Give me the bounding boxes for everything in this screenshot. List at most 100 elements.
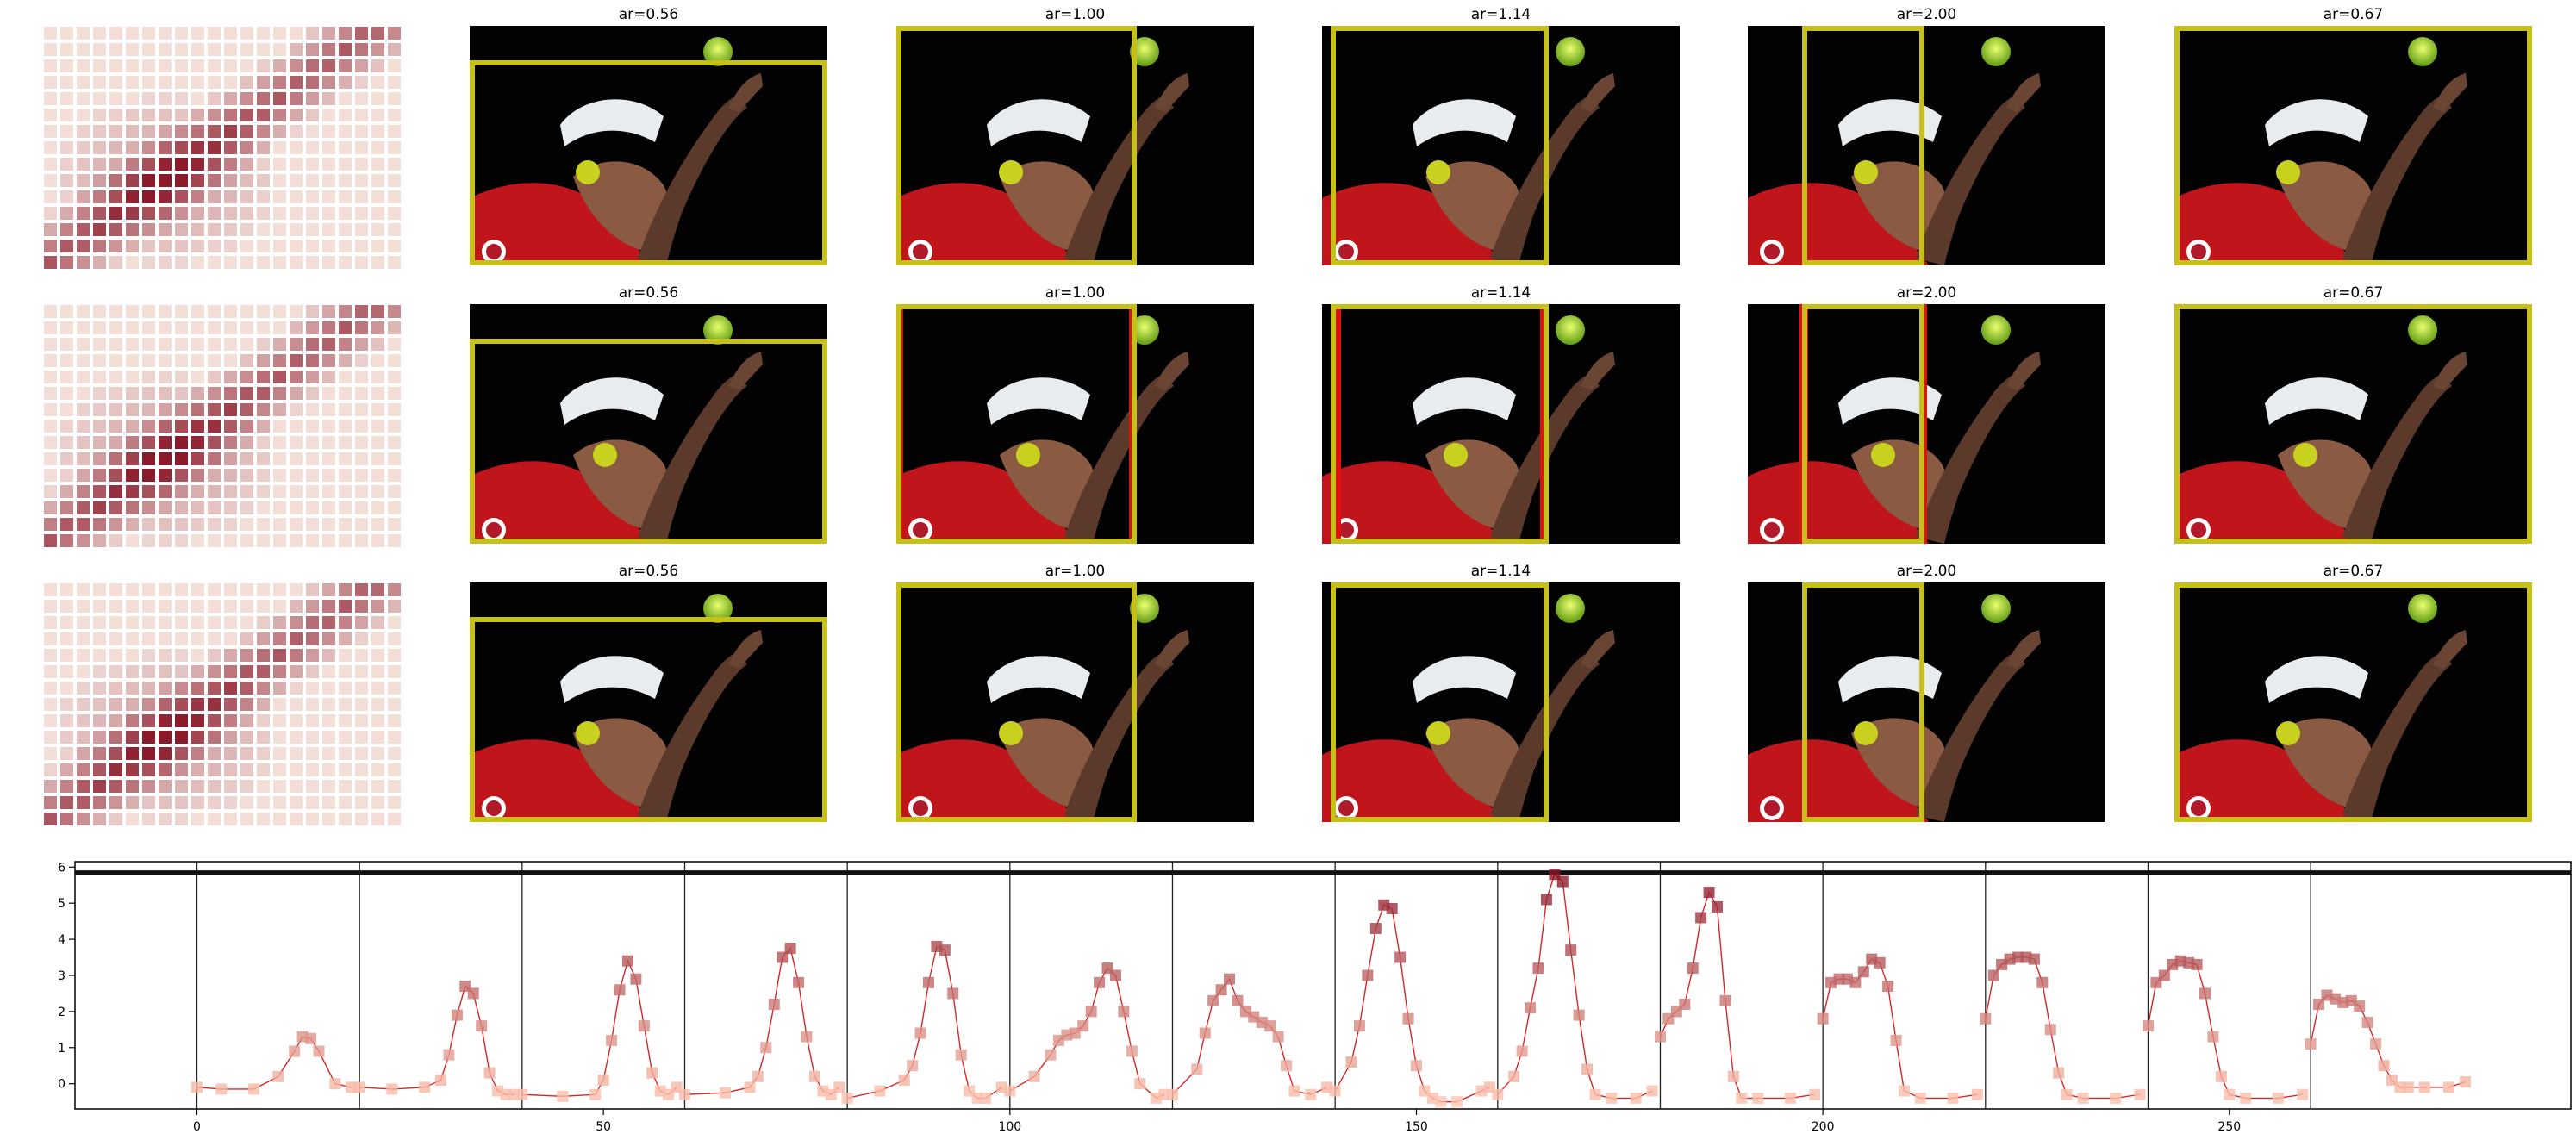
focus-marker	[1444, 443, 1468, 467]
data-point-marker	[2061, 1088, 2073, 1100]
series-segment	[516, 955, 683, 1102]
data-point-marker	[744, 1081, 756, 1093]
data-point-marker	[1752, 1092, 1764, 1104]
data-point-marker	[1264, 1020, 1276, 1032]
tennis-serve-photo	[2174, 304, 2532, 544]
data-point-marker	[1085, 1006, 1097, 1018]
frame-title: ar=1.00	[1045, 284, 1106, 302]
tennis-serve-photo	[1748, 582, 2105, 822]
focus-marker	[1016, 443, 1040, 467]
series-line	[2310, 994, 2466, 1088]
data-point-marker	[190, 1081, 203, 1093]
data-point-marker	[1224, 973, 1236, 985]
data-point-marker	[2044, 1024, 2056, 1036]
series-segment	[1329, 899, 1495, 1108]
image-panel-grid: ar=0.56 ar=1.00 ar=1.14 ar=2.00 ar=0.67 ar=0.…	[43, 6, 2532, 825]
focus-marker	[1426, 160, 1450, 184]
focus-marker	[1854, 160, 1878, 184]
data-point-marker	[589, 1088, 602, 1100]
data-point-marker	[1329, 1085, 1341, 1097]
data-point-marker	[784, 943, 796, 955]
frame-title: ar=2.00	[1897, 563, 1957, 580]
data-point-marker	[1272, 1031, 1284, 1043]
data-point-marker	[1199, 1027, 1211, 1039]
data-point-marker	[760, 1042, 772, 1054]
panel-row: ar=0.56 ar=1.00 ar=1.14 ar=2.00 ar=0.67	[43, 563, 2532, 825]
data-point-marker	[841, 1092, 853, 1104]
data-point-marker	[1589, 1088, 1601, 1100]
crop-box	[896, 26, 1137, 265]
data-point-marker	[2158, 969, 2170, 981]
series-segment	[1654, 887, 1821, 1104]
frame-title: ar=0.56	[619, 563, 679, 580]
data-point-marker	[289, 1045, 301, 1057]
data-point-marker	[1736, 1092, 1748, 1104]
data-point-marker	[1362, 969, 1374, 981]
data-point-marker	[2313, 998, 2325, 1010]
data-point-marker	[1525, 1002, 1537, 1014]
series-segment	[1817, 953, 1983, 1104]
image-frame: ar=1.14	[1322, 6, 1680, 265]
frame-title: ar=1.14	[1471, 6, 1531, 23]
data-point-marker	[1109, 969, 1121, 981]
image-frame: ar=0.67	[2174, 563, 2532, 822]
data-point-marker	[272, 1070, 284, 1082]
data-point-marker	[2354, 1000, 2366, 1012]
data-point-marker	[1646, 1085, 1658, 1097]
crop-box	[1802, 26, 1924, 265]
data-point-marker	[833, 1081, 845, 1093]
data-point-marker	[874, 1085, 886, 1097]
series-segment	[1166, 973, 1333, 1100]
crop-box	[896, 582, 1137, 822]
data-point-marker	[1980, 1012, 1992, 1025]
data-point-marker	[1687, 962, 1699, 975]
data-point-marker	[248, 1083, 260, 1095]
data-point-marker	[630, 973, 642, 985]
data-point-marker	[638, 1020, 650, 1032]
data-point-marker	[1882, 981, 1894, 993]
data-point-marker	[1451, 1096, 1463, 1108]
data-point-marker	[1402, 1012, 1414, 1025]
data-point-marker	[1386, 902, 1398, 914]
image-frame: ar=1.14	[1322, 284, 1680, 544]
y-tick-label: 5	[58, 897, 65, 911]
focus-marker	[576, 721, 600, 745]
data-point-marker	[2191, 958, 2203, 970]
crop-box	[470, 339, 827, 544]
data-point-marker	[451, 1009, 463, 1021]
data-point-marker	[2036, 976, 2049, 988]
data-point-marker	[1492, 1088, 1504, 1100]
data-point-marker	[557, 1090, 569, 1102]
data-point-marker	[1232, 994, 1244, 1006]
data-point-marker	[1581, 1063, 1594, 1075]
data-point-marker	[1118, 1006, 1130, 1018]
crop-box	[1331, 582, 1549, 822]
x-tick-label: 150	[1405, 1120, 1428, 1134]
series-segment	[190, 1031, 358, 1095]
data-point-marker	[621, 955, 633, 967]
focus-marker	[2276, 160, 2300, 184]
data-point-marker	[768, 998, 780, 1010]
data-point-marker	[2142, 1020, 2154, 1032]
data-point-marker	[1914, 1092, 1926, 1104]
frame-title: ar=0.56	[619, 284, 679, 302]
image-frame: ar=0.56	[470, 284, 827, 544]
focus-marker	[576, 160, 600, 184]
data-point-marker	[646, 1067, 658, 1079]
frame-title: ar=1.00	[1045, 563, 1106, 580]
data-point-marker	[215, 1083, 228, 1095]
image-frame: ar=1.00	[896, 284, 1254, 544]
crop-box	[2174, 26, 2532, 265]
data-point-marker	[947, 987, 959, 1000]
data-point-marker	[597, 1074, 609, 1086]
y-tick-label: 4	[58, 933, 65, 947]
tennis-serve-photo	[2174, 26, 2532, 265]
data-point-marker	[922, 976, 934, 988]
data-point-marker	[1281, 1060, 1293, 1072]
series-line	[847, 945, 1002, 1100]
tennis-serve-photo	[896, 582, 1254, 822]
series-line	[196, 1036, 352, 1090]
data-point-marker	[1719, 994, 1731, 1006]
series-line	[1497, 873, 1653, 1100]
data-point-marker	[1004, 1085, 1016, 1097]
